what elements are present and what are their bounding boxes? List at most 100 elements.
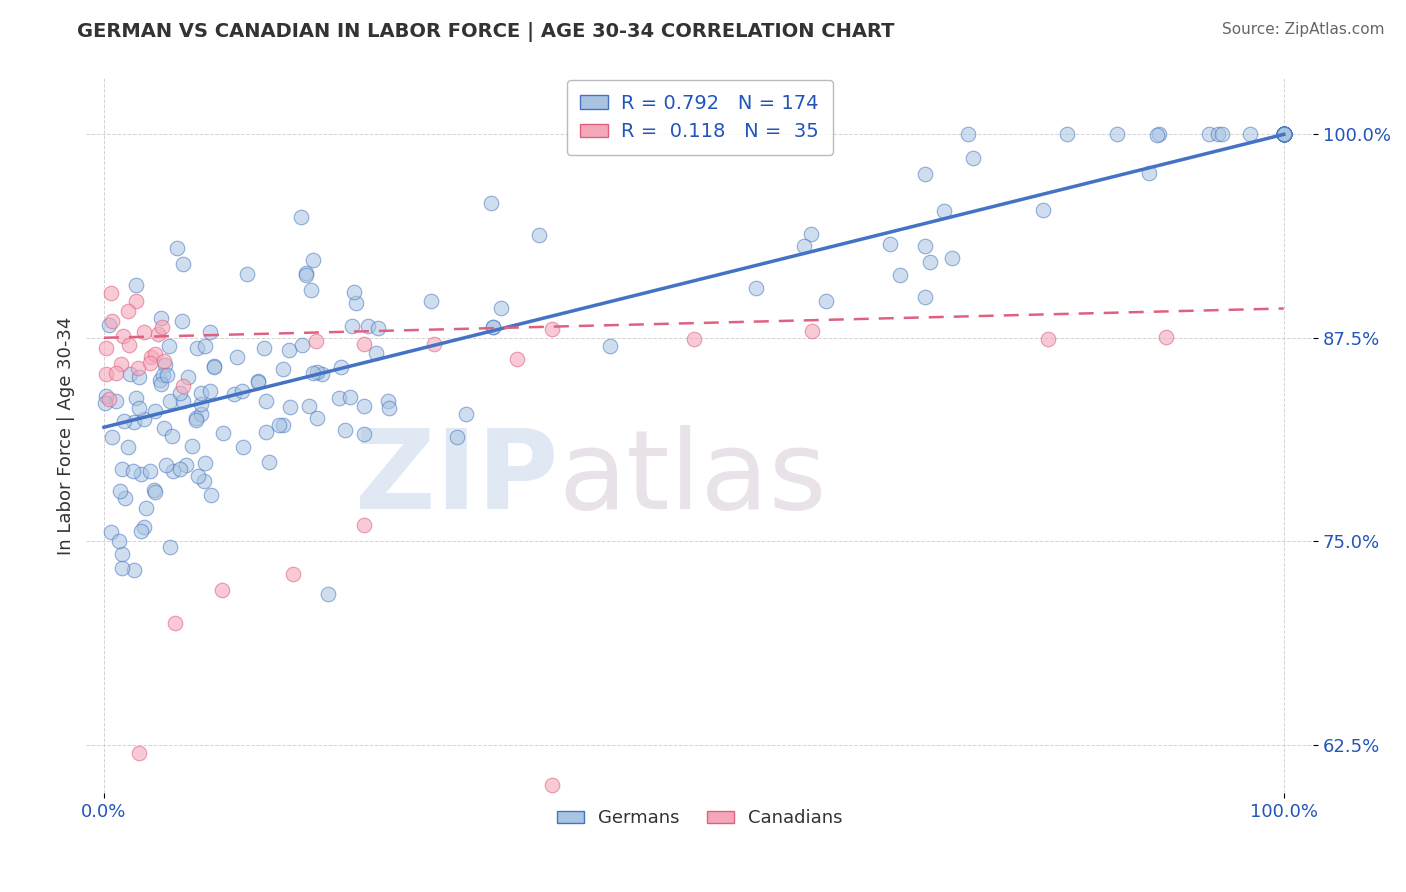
- Point: [1272, 128, 1295, 142]
- Point: [277, 343, 299, 357]
- Point: [184, 413, 207, 427]
- Point: [128, 401, 150, 415]
- Point: [377, 394, 399, 409]
- Point: [200, 325, 222, 339]
- Point: [920, 255, 942, 269]
- Point: [129, 467, 152, 481]
- Point: [333, 423, 356, 437]
- Point: [172, 394, 194, 409]
- Point: [342, 318, 364, 333]
- Point: [128, 746, 150, 760]
- Point: [163, 615, 186, 630]
- Point: [1272, 128, 1295, 142]
- Point: [253, 342, 276, 356]
- Point: [153, 358, 176, 372]
- Point: [1272, 128, 1295, 142]
- Point: [479, 195, 502, 210]
- Point: [111, 561, 134, 575]
- Point: [135, 501, 157, 516]
- Point: [329, 360, 352, 375]
- Point: [117, 304, 139, 318]
- Point: [100, 285, 122, 300]
- Point: [114, 491, 136, 505]
- Point: [235, 267, 257, 281]
- Point: [132, 325, 155, 339]
- Point: [246, 376, 269, 390]
- Point: [353, 427, 375, 442]
- Point: [111, 462, 134, 476]
- Point: [93, 395, 115, 409]
- Point: [914, 167, 936, 181]
- Point: [305, 334, 328, 348]
- Point: [193, 474, 215, 488]
- Point: [202, 359, 225, 373]
- Point: [97, 392, 120, 406]
- Point: [96, 367, 118, 381]
- Point: [112, 329, 135, 343]
- Point: [1272, 128, 1295, 142]
- Point: [172, 379, 194, 393]
- Point: [318, 587, 340, 601]
- Point: [1272, 128, 1295, 142]
- Point: [271, 362, 294, 376]
- Point: [889, 268, 911, 283]
- Point: [271, 417, 294, 432]
- Point: [150, 310, 173, 325]
- Point: [1036, 333, 1059, 347]
- Point: [190, 397, 212, 411]
- Point: [481, 319, 503, 334]
- Point: [489, 301, 512, 315]
- Point: [211, 582, 233, 597]
- Point: [139, 464, 162, 478]
- Point: [1137, 166, 1160, 180]
- Y-axis label: In Labor Force | Age 30-34: In Labor Force | Age 30-34: [58, 316, 75, 555]
- Point: [132, 412, 155, 426]
- Point: [1198, 128, 1220, 142]
- Point: [94, 341, 117, 355]
- Point: [101, 430, 124, 444]
- Point: [344, 295, 367, 310]
- Point: [311, 367, 333, 381]
- Point: [1032, 203, 1054, 218]
- Point: [198, 384, 221, 398]
- Point: [180, 439, 202, 453]
- Point: [94, 389, 117, 403]
- Legend: Germans, Canadians: Germans, Canadians: [550, 802, 851, 834]
- Point: [143, 484, 166, 499]
- Point: [1272, 128, 1295, 142]
- Point: [1272, 128, 1295, 142]
- Point: [1272, 128, 1295, 142]
- Point: [800, 324, 823, 338]
- Point: [222, 387, 245, 401]
- Point: [1272, 128, 1295, 142]
- Point: [1146, 128, 1168, 142]
- Point: [793, 238, 815, 252]
- Point: [156, 368, 179, 382]
- Point: [117, 440, 139, 454]
- Point: [1272, 128, 1295, 142]
- Point: [353, 336, 375, 351]
- Point: [339, 390, 361, 404]
- Point: [111, 547, 134, 561]
- Point: [1272, 128, 1295, 142]
- Point: [367, 320, 389, 334]
- Point: [129, 524, 152, 539]
- Point: [1211, 128, 1233, 142]
- Point: [122, 563, 145, 577]
- Point: [299, 283, 322, 297]
- Point: [278, 401, 301, 415]
- Point: [118, 337, 141, 351]
- Point: [290, 210, 312, 224]
- Point: [1272, 128, 1295, 142]
- Point: [200, 488, 222, 502]
- Point: [1272, 128, 1295, 142]
- Point: [162, 464, 184, 478]
- Point: [1272, 128, 1295, 142]
- Text: ZIP: ZIP: [356, 425, 558, 532]
- Point: [132, 520, 155, 534]
- Point: [127, 361, 149, 376]
- Point: [295, 266, 318, 280]
- Point: [212, 426, 235, 441]
- Point: [100, 524, 122, 539]
- Point: [914, 290, 936, 304]
